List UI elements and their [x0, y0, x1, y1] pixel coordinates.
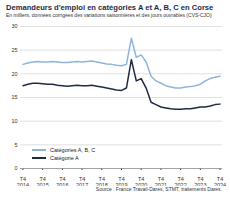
html-text:Demandeurs d'emploi en catégor: Demandeurs d'emploi en catégories A et A…	[6, 3, 214, 12]
svg-text:20: 20	[11, 71, 17, 77]
svg-text:T42017: T42017	[76, 176, 88, 186]
html-text:Source : France Travail-Dares,: Source : France Travail-Dares, STMT, tra…	[95, 186, 222, 192]
svg-text:T42016: T42016	[56, 176, 68, 186]
svg-text:0: 0	[14, 165, 17, 171]
svg-text:T42022: T42022	[174, 176, 186, 186]
svg-text:25: 25	[11, 47, 17, 53]
svg-text:T42023: T42023	[194, 176, 206, 186]
svg-text:5: 5	[14, 142, 17, 148]
svg-text:T42021: T42021	[155, 176, 167, 186]
html-text:En milliers, données corrigées: En milliers, données corrigées des varia…	[6, 12, 212, 18]
html-text:Catégorie A: Catégorie A	[50, 155, 79, 161]
svg-text:30: 30	[11, 23, 17, 29]
svg-text:T42014: T42014	[17, 176, 29, 186]
svg-text:15: 15	[11, 94, 17, 100]
svg-text:T42018: T42018	[96, 176, 108, 186]
svg-text:T42024: T42024	[214, 176, 226, 186]
svg-text:T42015: T42015	[37, 176, 49, 186]
html-text:Catégories A, B, C: Catégories A, B, C	[50, 147, 96, 153]
svg-text:T42020: T42020	[135, 176, 147, 186]
svg-text:10: 10	[11, 118, 17, 124]
svg-text:T42019: T42019	[115, 176, 127, 186]
